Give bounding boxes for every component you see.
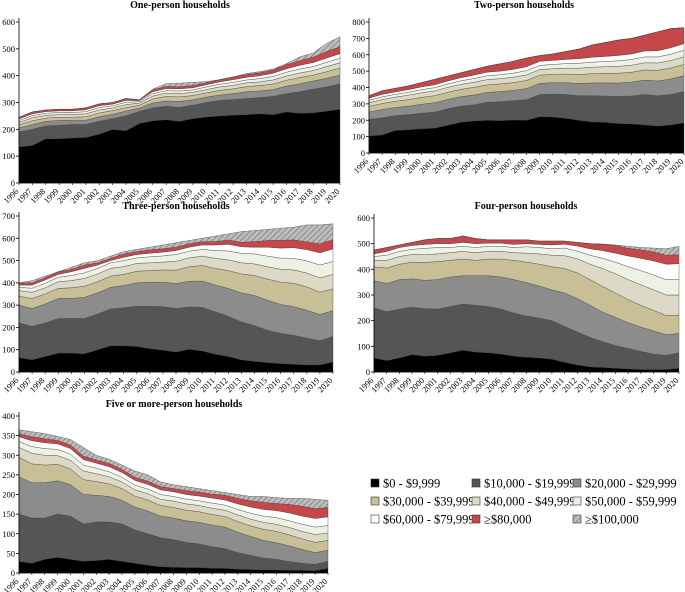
panel-title: Two-person households <box>474 0 574 11</box>
y-tick-label: 0 <box>361 148 365 158</box>
area-100-000 <box>18 36 341 118</box>
legend-label: ≥$100,000 <box>585 513 639 527</box>
y-tick-label: 100 <box>2 345 15 355</box>
y-tick-label: 300 <box>352 99 365 109</box>
legend-swatch <box>471 478 481 488</box>
y-tick-label: 0 <box>11 367 15 377</box>
x-tick-label: 2020 <box>322 186 341 205</box>
legend-item-60-000-79-999: $60,000 - $79,999 <box>370 513 475 527</box>
y-tick-label: 700 <box>352 33 365 43</box>
legend-item-80-000: ≥$80,000 <box>471 513 532 527</box>
y-tick-label: 200 <box>2 124 15 134</box>
y-tick-label: 200 <box>2 322 15 332</box>
y-tick-label: 300 <box>2 450 15 460</box>
y-tick-label: 300 <box>357 290 370 300</box>
panel-title: One-person households <box>130 0 230 11</box>
panel-five-or-more-person-households: Five or more-person households 0 50 100 150 2… <box>1 399 329 592</box>
y-tick-label: 800 <box>352 17 365 27</box>
y-tick-label: 700 <box>2 211 15 221</box>
y-tick-label: 0 <box>11 568 15 578</box>
y-tick-label: 100 <box>2 529 15 539</box>
y-tick-label: 300 <box>2 98 15 108</box>
y-tick-label: 500 <box>352 66 365 76</box>
y-tick-label: 200 <box>357 316 370 326</box>
legend-item-30-000-39-999: $30,000 - $39,999 <box>370 495 475 509</box>
legend-label: ≥$80,000 <box>484 513 532 527</box>
x-tick-label: 2020 <box>666 156 685 175</box>
panel-title: Four-person households <box>475 201 578 212</box>
y-tick-label: 100 <box>352 132 365 142</box>
y-tick-label: 400 <box>2 71 15 81</box>
x-tick-label: 2020 <box>315 375 334 394</box>
y-tick-label: 200 <box>2 490 15 500</box>
panel-two-person-households: Two-person households 0 100 200 300 400 500 600… <box>351 0 685 175</box>
y-tick-label: 200 <box>352 115 365 125</box>
y-tick-label: 0 <box>11 178 15 188</box>
legend-item-0-9-999: $0 - $9,999 <box>370 477 440 491</box>
y-tick-label: 500 <box>2 44 15 54</box>
legend-label: $40,000 - $49,999 <box>484 495 576 509</box>
y-tick-label: 150 <box>2 509 15 519</box>
area-100-000 <box>373 235 680 256</box>
legend-item-10-000-19-999: $10,000 - $19,999 <box>471 477 576 491</box>
area-100-000 <box>18 429 329 509</box>
legend-item-40-000-49-999: $40,000 - $49,999 <box>471 495 576 509</box>
y-tick-label: 500 <box>2 256 15 266</box>
legend-swatch <box>572 478 582 488</box>
y-tick-label: 500 <box>357 239 370 249</box>
area-100-000 <box>18 223 334 284</box>
legend-swatch <box>471 496 481 506</box>
y-tick-label: 0 <box>366 367 370 377</box>
legend-swatch <box>370 496 380 506</box>
y-tick-label: 350 <box>2 431 15 441</box>
panel-one-person-households: One-person households 0 100 200 300 400 500 600… <box>1 0 341 205</box>
panel-three-person-households: Three-person households 0 100 200 300 400 500 6… <box>1 201 334 394</box>
panel-title: Five or more-person households <box>106 399 243 410</box>
legend-item-20-000-29-999: $20,000 - $29,999 <box>572 477 677 491</box>
y-tick-label: 400 <box>357 264 370 274</box>
legend-swatch <box>572 514 582 524</box>
y-tick-label: 400 <box>2 411 15 421</box>
panel-four-person-households: Four-person households 0 100 200 300 400 500 60… <box>356 201 680 394</box>
legend-item-100-000: ≥$100,000 <box>572 513 639 527</box>
panel-title: Three-person households <box>122 201 229 212</box>
legend-label: $50,000 - $59,999 <box>585 495 677 509</box>
legend-label: $10,000 - $19,999 <box>484 477 576 491</box>
area-100-000 <box>368 27 685 96</box>
legend-label: $60,000 - $79,999 <box>383 513 475 527</box>
legend-label: $20,000 - $29,999 <box>585 477 677 491</box>
legend-item-50-000-59-999: $50,000 - $59,999 <box>572 495 677 509</box>
y-tick-label: 400 <box>2 278 15 288</box>
y-tick-label: 300 <box>2 300 15 310</box>
legend-swatch <box>572 496 582 506</box>
y-tick-label: 600 <box>2 233 15 243</box>
y-tick-label: 400 <box>352 83 365 93</box>
x-tick-label: 2020 <box>661 375 680 394</box>
y-tick-label: 600 <box>2 17 15 27</box>
y-tick-label: 100 <box>2 151 15 161</box>
legend-label: $0 - $9,999 <box>383 477 440 491</box>
y-tick-label: 600 <box>352 50 365 60</box>
y-tick-label: 600 <box>357 213 370 223</box>
legend-swatch <box>370 514 380 524</box>
x-tick-label: 2020 <box>310 576 329 592</box>
y-tick-label: 250 <box>2 470 15 480</box>
legend: $0 - $9,999 $10,000 - $19,999 $20,000 - $2… <box>370 477 677 527</box>
y-tick-label: 50 <box>7 548 16 558</box>
y-tick-label: 100 <box>357 341 370 351</box>
legend-swatch <box>370 478 380 488</box>
legend-label: $30,000 - $39,999 <box>383 495 475 509</box>
legend-swatch <box>471 514 481 524</box>
